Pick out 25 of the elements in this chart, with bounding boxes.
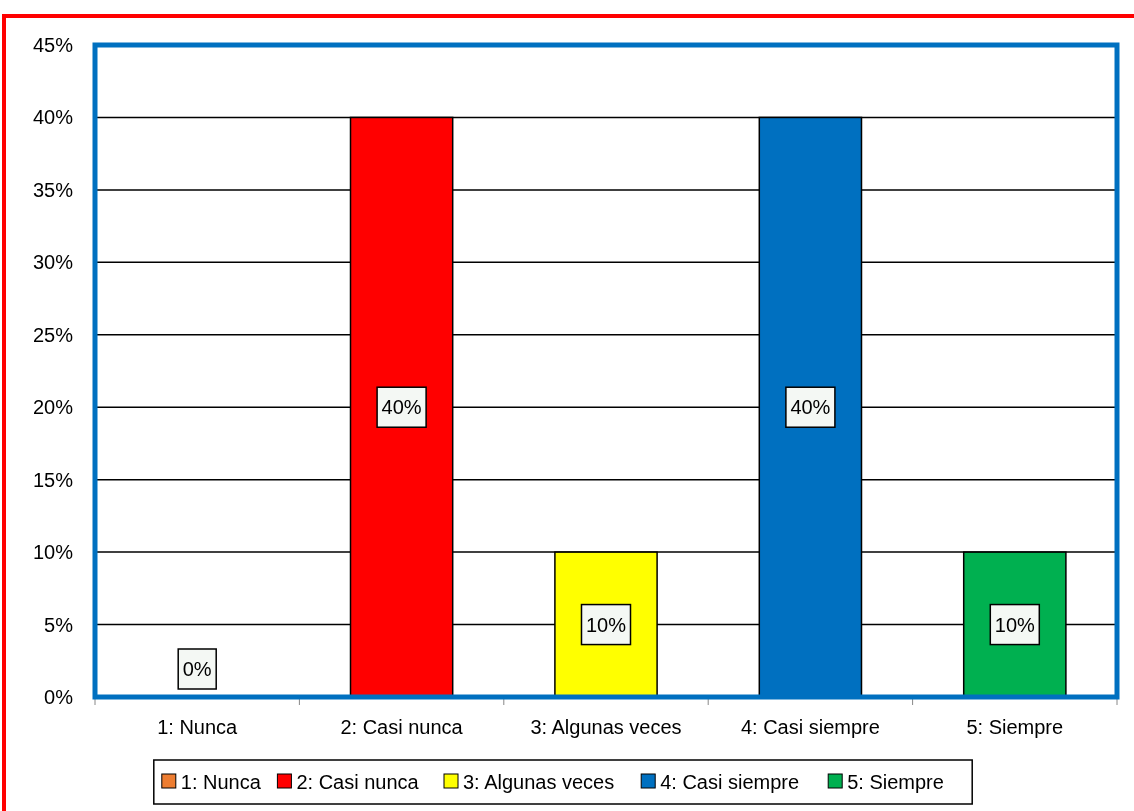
legend-label: 3: Algunas veces xyxy=(463,771,615,793)
legend-label: 4: Casi siempre xyxy=(660,771,800,793)
y-tick-label: 10% xyxy=(32,541,74,564)
x-tick-label: 1: Nunca xyxy=(157,716,239,738)
data-label: 10% xyxy=(585,613,627,636)
y-tick-label: 45% xyxy=(32,34,74,56)
y-tick-label: 30% xyxy=(32,251,74,274)
data-label: 0% xyxy=(182,658,212,680)
y-tick-label: 15% xyxy=(32,468,74,491)
x-tick-label: 2: Casi nunca xyxy=(340,716,464,738)
y-tick-label: 25% xyxy=(32,323,74,346)
x-tick-label: 5: Siempre xyxy=(966,716,1064,738)
legend-label: 5: Siempre xyxy=(847,771,944,793)
x-tick-label: 3: Algunas veces xyxy=(530,716,682,738)
y-tick-label: 40% xyxy=(32,106,74,129)
data-label: 10% xyxy=(994,613,1036,636)
y-tick-label: 35% xyxy=(32,178,74,201)
y-tick-label: 5% xyxy=(44,613,74,636)
legend-label: 1: Nunca xyxy=(180,771,262,793)
data-label: 40% xyxy=(381,396,422,419)
legend-label: 2: Casi nunca xyxy=(296,771,420,793)
y-tick-label: 0% xyxy=(44,686,74,708)
x-tick-label: 4: Casi siempre xyxy=(740,716,880,738)
y-tick-label: 20% xyxy=(32,396,74,419)
data-label: 40% xyxy=(790,396,831,419)
